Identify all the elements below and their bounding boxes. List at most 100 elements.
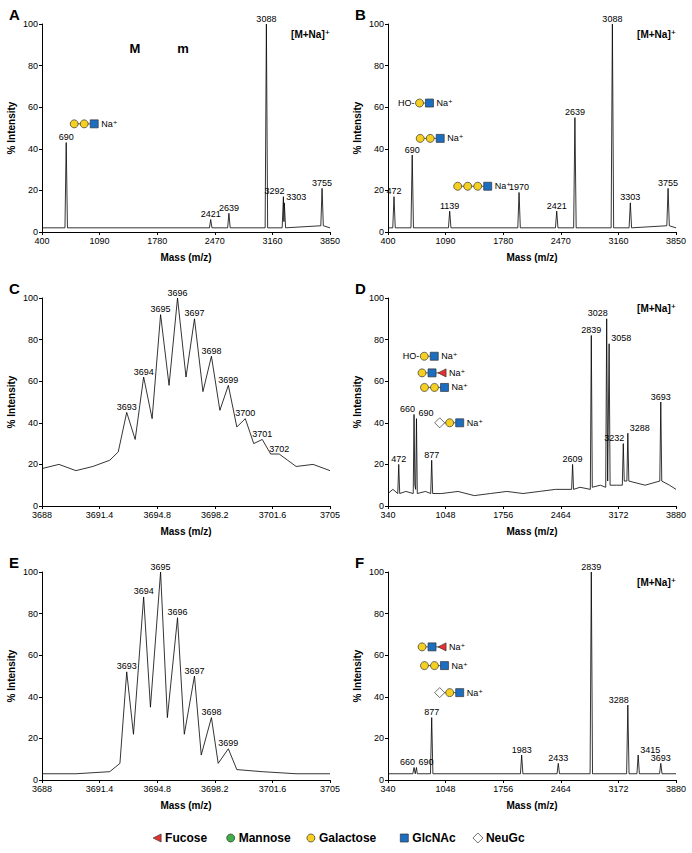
svg-text:40: 40: [374, 692, 384, 702]
svg-text:60: 60: [374, 650, 384, 660]
svg-text:1756: 1756: [493, 784, 513, 794]
svg-text:2639: 2639: [219, 203, 239, 213]
svg-text:20: 20: [374, 733, 384, 743]
svg-text:1090: 1090: [90, 236, 110, 246]
svg-text:660: 660: [400, 404, 415, 414]
svg-text:[M+Na]⁺: [M+Na]⁺: [637, 303, 676, 314]
svg-text:3700: 3700: [235, 408, 255, 418]
svg-text:GlcNAc: GlcNAc: [412, 831, 456, 845]
svg-text:1780: 1780: [493, 236, 513, 246]
svg-text:3755: 3755: [312, 178, 332, 188]
svg-text:3693: 3693: [117, 661, 137, 671]
svg-text:80: 80: [28, 335, 38, 345]
svg-text:3699: 3699: [218, 375, 238, 385]
svg-text:3705: 3705: [320, 784, 340, 794]
svg-text:3705: 3705: [320, 510, 340, 520]
svg-text:20: 20: [28, 733, 38, 743]
svg-text:F: F: [355, 554, 364, 571]
svg-text:80: 80: [374, 609, 384, 619]
svg-text:Na⁺: Na⁺: [467, 688, 484, 698]
svg-text:340: 340: [380, 510, 395, 520]
svg-text:3058: 3058: [611, 333, 631, 343]
svg-text:3693: 3693: [651, 753, 671, 763]
svg-text:20: 20: [28, 459, 38, 469]
svg-text:Mass (m/z): Mass (m/z): [506, 526, 557, 537]
svg-text:2609: 2609: [563, 454, 583, 464]
svg-text:400: 400: [34, 236, 49, 246]
svg-text:80: 80: [28, 61, 38, 71]
svg-text:3698.2: 3698.2: [201, 510, 229, 520]
svg-text:690: 690: [59, 132, 74, 142]
svg-text:Na⁺: Na⁺: [449, 642, 466, 652]
svg-text:3691.4: 3691.4: [86, 784, 114, 794]
svg-text:2470: 2470: [205, 236, 225, 246]
svg-text:472: 472: [386, 186, 401, 196]
svg-text:3699: 3699: [218, 738, 238, 748]
svg-text:3160: 3160: [262, 236, 282, 246]
svg-text:877: 877: [424, 450, 439, 460]
svg-text:3688: 3688: [32, 784, 52, 794]
svg-text:[M+Na]⁺: [M+Na]⁺: [291, 29, 330, 40]
svg-text:40: 40: [374, 144, 384, 154]
svg-text:Mass (m/z): Mass (m/z): [506, 252, 557, 263]
svg-text:Na⁺: Na⁺: [101, 119, 118, 129]
svg-text:80: 80: [374, 335, 384, 345]
svg-text:100: 100: [369, 567, 384, 577]
svg-text:3088: 3088: [256, 14, 276, 24]
svg-text:20: 20: [374, 185, 384, 195]
svg-text:Na⁺: Na⁺: [441, 351, 458, 361]
svg-text:Mass (m/z): Mass (m/z): [160, 526, 211, 537]
svg-text:3701: 3701: [252, 429, 272, 439]
svg-text:M: M: [130, 41, 141, 56]
svg-text:1048: 1048: [436, 784, 456, 794]
svg-text:Mass (m/z): Mass (m/z): [160, 252, 211, 263]
svg-text:3694: 3694: [134, 367, 154, 377]
svg-text:3232: 3232: [604, 433, 624, 443]
svg-text:20: 20: [28, 185, 38, 195]
svg-text:A: A: [9, 6, 20, 23]
svg-text:3698: 3698: [201, 346, 221, 356]
svg-text:877: 877: [424, 707, 439, 717]
svg-text:690: 690: [418, 757, 433, 767]
svg-text:2464: 2464: [551, 784, 571, 794]
svg-text:% Intensity: % Intensity: [6, 649, 17, 702]
svg-text:40: 40: [28, 144, 38, 154]
svg-text:Na⁺: Na⁺: [467, 418, 484, 428]
svg-text:3303: 3303: [620, 192, 640, 202]
svg-text:2464: 2464: [551, 510, 571, 520]
svg-text:100: 100: [369, 293, 384, 303]
svg-text:2839: 2839: [581, 562, 601, 572]
svg-text:3697: 3697: [184, 666, 204, 676]
svg-text:3696: 3696: [168, 288, 188, 298]
svg-text:690: 690: [418, 408, 433, 418]
svg-text:40: 40: [28, 692, 38, 702]
svg-text:Fucose: Fucose: [165, 831, 207, 845]
svg-text:20: 20: [374, 459, 384, 469]
svg-text:3694.8: 3694.8: [143, 510, 171, 520]
svg-text:[M+Na]⁺: [M+Na]⁺: [637, 29, 676, 40]
svg-text:3028: 3028: [588, 308, 608, 318]
svg-text:Na⁺: Na⁺: [437, 98, 454, 108]
svg-text:% Intensity: % Intensity: [6, 101, 17, 154]
svg-text:Mass (m/z): Mass (m/z): [506, 800, 557, 811]
svg-text:1756: 1756: [493, 510, 513, 520]
svg-text:3693: 3693: [651, 392, 671, 402]
svg-text:3172: 3172: [608, 784, 628, 794]
svg-text:660: 660: [400, 757, 415, 767]
svg-text:80: 80: [374, 61, 384, 71]
svg-text:3850: 3850: [320, 236, 340, 246]
svg-text:2421: 2421: [547, 201, 567, 211]
svg-text:3695: 3695: [151, 562, 171, 572]
svg-text:1970: 1970: [509, 182, 529, 192]
svg-text:m: m: [177, 41, 189, 56]
svg-text:340: 340: [380, 784, 395, 794]
svg-text:% Intensity: % Intensity: [352, 375, 363, 428]
svg-text:100: 100: [23, 19, 38, 29]
svg-text:Galactose: Galactose: [319, 831, 377, 845]
svg-text:1983: 1983: [512, 745, 532, 755]
svg-text:3695: 3695: [151, 304, 171, 314]
svg-text:1780: 1780: [147, 236, 167, 246]
svg-text:3303: 3303: [286, 192, 306, 202]
svg-text:3693: 3693: [117, 402, 137, 412]
svg-text:Na⁺: Na⁺: [451, 382, 468, 392]
